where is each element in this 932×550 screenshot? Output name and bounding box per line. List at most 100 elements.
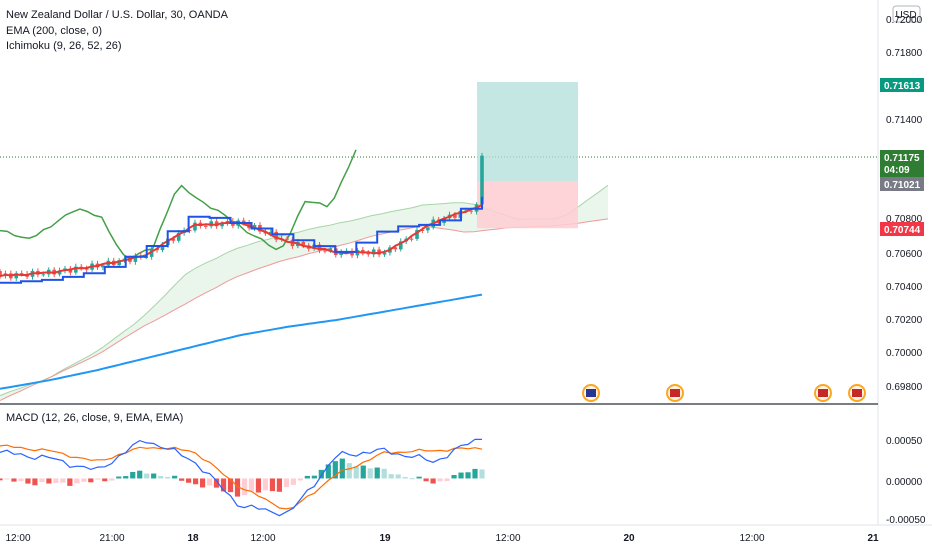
- macd-histogram-bar: [199, 478, 206, 488]
- candle-body: [241, 220, 246, 223]
- time-tick: 19: [379, 533, 391, 544]
- macd-histogram-bar: [102, 478, 108, 482]
- macd-histogram-bar: [276, 478, 283, 492]
- macd-histogram-bar: [339, 458, 345, 479]
- time-tick: 21:00: [99, 533, 124, 544]
- candle-body: [176, 232, 181, 241]
- price-tick: 0.70800: [886, 214, 923, 225]
- currency-badge[interactable]: [892, 5, 921, 23]
- macd-histogram-bar: [11, 478, 17, 482]
- macd-histogram-bar: [144, 473, 150, 479]
- price-tick: 0.71800: [886, 48, 923, 59]
- macd-histogram-bar: [151, 473, 157, 479]
- us-flag-icon-flag: [670, 389, 680, 397]
- macd-tick: 0.00050: [886, 436, 923, 447]
- macd-histogram-bar: [18, 478, 24, 482]
- macd-histogram-bar: [4, 478, 10, 480]
- long-position-target-zone: [477, 81, 578, 182]
- macd-histogram-bar: [409, 478, 415, 480]
- macd-histogram-bar: [437, 478, 443, 482]
- macd-histogram-bar: [388, 474, 394, 479]
- macd-histogram-bar: [213, 478, 220, 488]
- candle-body: [366, 252, 371, 255]
- candle-body: [101, 265, 105, 268]
- candle-body: [409, 238, 414, 240]
- macd-histogram-bar: [346, 463, 352, 479]
- macd-histogram-bar: [206, 478, 213, 486]
- entry-price-text: 0.71021: [884, 180, 921, 191]
- price-tick: 0.72000: [886, 15, 923, 26]
- macd-histogram-bar: [325, 464, 331, 479]
- macd-histogram-bar: [137, 470, 143, 479]
- ema-200-line: [0, 293, 483, 390]
- candle-body: [350, 251, 354, 256]
- macd-histogram-bar: [290, 478, 296, 485]
- candle-body: [469, 210, 473, 212]
- macd-histogram-bar: [53, 478, 59, 483]
- macd-histogram-bar: [367, 468, 373, 479]
- macd-line: [0, 438, 483, 517]
- candle-body: [274, 231, 279, 240]
- candle-body: [133, 255, 138, 262]
- price-tick: 0.71400: [886, 115, 923, 126]
- candle-body: [317, 244, 322, 251]
- macd-histogram-bar: [444, 478, 450, 481]
- time-tick: 12:00: [5, 533, 30, 544]
- entry-price-tag: [880, 177, 924, 191]
- macd-histogram-bar: [46, 478, 52, 484]
- candle-body: [14, 273, 19, 279]
- macd-tick: 0.00000: [886, 477, 923, 488]
- target-price-tag: [880, 78, 924, 92]
- candle-body: [79, 266, 84, 268]
- ema-legend: EMA (200, close, 0): [6, 25, 102, 37]
- candle-body: [301, 241, 306, 246]
- macd-histogram-bar: [318, 469, 324, 479]
- price-tick: 0.70600: [886, 249, 923, 260]
- time-tick: 12:00: [739, 533, 764, 544]
- macd-histogram-bar: [234, 478, 241, 497]
- macd-histogram-bar: [458, 472, 464, 479]
- ichimoku-legend: Ichimoku (9, 26, 52, 26): [6, 40, 122, 52]
- macd-histogram-bar: [158, 475, 164, 479]
- candle-body: [74, 266, 78, 273]
- candle-body: [323, 250, 327, 252]
- macd-histogram-bar: [0, 478, 3, 481]
- us-flag-icon-flag: [852, 389, 862, 397]
- macd-histogram-bar: [283, 478, 290, 488]
- candle-body: [453, 214, 457, 218]
- candle-body: [57, 270, 62, 275]
- stop-price-text: 0.70744: [884, 225, 921, 236]
- chikou-span-line: [0, 149, 357, 261]
- candle-body: [398, 241, 403, 250]
- macd-histogram-bar: [39, 478, 45, 482]
- macd-histogram-bar: [192, 478, 199, 485]
- candle-body: [361, 249, 365, 253]
- candle-body: [420, 229, 425, 231]
- nz-flag-icon-flag: [586, 389, 596, 397]
- macd-histogram-bar: [60, 478, 66, 483]
- macd-histogram-bar: [360, 465, 366, 479]
- macd-histogram-bar: [374, 467, 380, 479]
- us-flag-icon-flag: [818, 389, 828, 397]
- candle-body: [193, 222, 197, 231]
- candle-body: [41, 274, 46, 276]
- macd-histogram-bar: [123, 476, 129, 479]
- macd-histogram-bar: [186, 478, 192, 483]
- candle-body: [285, 238, 289, 240]
- candle-body: [382, 252, 387, 255]
- stop-price-tag: [880, 222, 924, 236]
- price-tick: 0.70000: [886, 348, 923, 359]
- candle-body: [415, 229, 419, 239]
- macd-tick: -0.00050: [886, 515, 926, 526]
- macd-histogram-bar: [74, 478, 80, 484]
- macd-histogram-bar: [395, 474, 401, 479]
- candle-body: [128, 258, 132, 262]
- macd-histogram-bar: [255, 478, 262, 493]
- macd-histogram-bar: [227, 478, 234, 493]
- macd-histogram-bar: [165, 476, 171, 479]
- macd-histogram-bar: [172, 475, 178, 479]
- macd-histogram-bar: [311, 475, 317, 479]
- candle-body: [0, 271, 2, 277]
- bar-countdown-text: 04:09: [884, 165, 910, 176]
